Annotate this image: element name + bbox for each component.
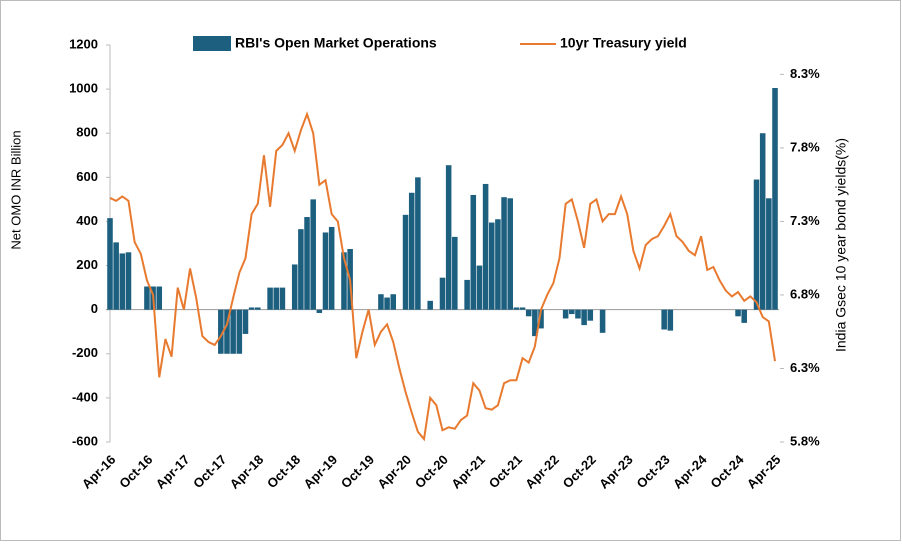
bar: [525, 309, 532, 317]
y-tick-label: -400: [72, 389, 98, 404]
legend-label: RBI's Open Market Operations: [235, 35, 437, 51]
bar: [766, 198, 772, 310]
bar: [532, 309, 538, 337]
y2-tick-label: 5.8%: [790, 433, 820, 448]
bar: [445, 165, 452, 310]
bar: [519, 307, 526, 310]
y-tick-label: 400: [76, 213, 98, 228]
bar: [759, 133, 766, 310]
bar: [378, 294, 384, 310]
y2-tick-label: 7.8%: [790, 139, 820, 154]
bar: [735, 309, 741, 317]
bar: [569, 309, 575, 315]
bar: [298, 229, 304, 310]
bar: [581, 309, 587, 326]
bar: [476, 265, 483, 310]
bar: [390, 294, 397, 310]
bar: [495, 219, 501, 310]
bar: [224, 309, 230, 354]
bar: [741, 309, 747, 323]
bar: [242, 309, 249, 334]
bar: [236, 309, 243, 354]
bar: [144, 286, 150, 310]
bar: [125, 252, 132, 310]
bar: [427, 300, 433, 310]
bar: [113, 242, 119, 310]
y-axis-label: Net OMO INR Billion: [8, 130, 23, 249]
bar: [513, 307, 520, 310]
bar: [507, 198, 514, 310]
bar: [464, 279, 470, 310]
bar: [218, 309, 224, 354]
bar: [273, 287, 280, 310]
bar: [248, 307, 255, 310]
bar: [408, 192, 415, 310]
bar: [538, 309, 544, 329]
bar: [341, 252, 347, 310]
bar: [587, 309, 594, 321]
bar: [291, 264, 298, 310]
bar: [316, 309, 323, 313]
bar: [575, 309, 581, 319]
bar: [415, 177, 421, 310]
y-tick-label: -200: [72, 345, 98, 360]
bar: [439, 277, 446, 310]
bar: [322, 232, 329, 310]
y-tick-label: -600: [72, 433, 98, 448]
bar: [562, 309, 569, 319]
y2-tick-label: 8.3%: [790, 66, 820, 81]
bar: [279, 287, 286, 310]
bar: [753, 179, 760, 310]
bar: [402, 214, 409, 310]
bar: [599, 309, 606, 333]
legend-label: 10yr Treasury yield: [560, 35, 687, 51]
bar: [107, 218, 113, 310]
y2-axis-label: India Gsec 10 year bond yields(%): [833, 138, 849, 352]
bar: [501, 197, 507, 310]
y2-tick-label: 6.3%: [790, 360, 820, 375]
y-tick-label: 800: [76, 125, 98, 140]
bar: [772, 88, 778, 310]
bar: [230, 309, 236, 354]
y-tick-label: 1200: [69, 36, 98, 51]
bar: [488, 222, 495, 310]
bar: [482, 183, 489, 310]
bar: [452, 236, 458, 310]
bar: [470, 194, 477, 310]
bar: [156, 286, 163, 310]
bar: [310, 199, 316, 310]
bar: [661, 309, 667, 330]
bar: [255, 307, 261, 310]
bar: [328, 226, 335, 310]
bar: [119, 253, 126, 310]
y2-tick-label: 6.8%: [790, 286, 820, 301]
y-tick-label: 200: [76, 257, 98, 272]
bar: [304, 217, 310, 310]
y2-tick-label: 7.3%: [790, 213, 820, 228]
y-tick-label: 1000: [69, 81, 98, 96]
bar: [267, 287, 273, 310]
legend-swatch: [193, 36, 231, 51]
y-tick-label: 0: [91, 301, 98, 316]
bar: [384, 297, 390, 310]
bar: [667, 309, 674, 331]
line: [109, 111, 776, 442]
y-tick-label: 600: [76, 169, 98, 184]
